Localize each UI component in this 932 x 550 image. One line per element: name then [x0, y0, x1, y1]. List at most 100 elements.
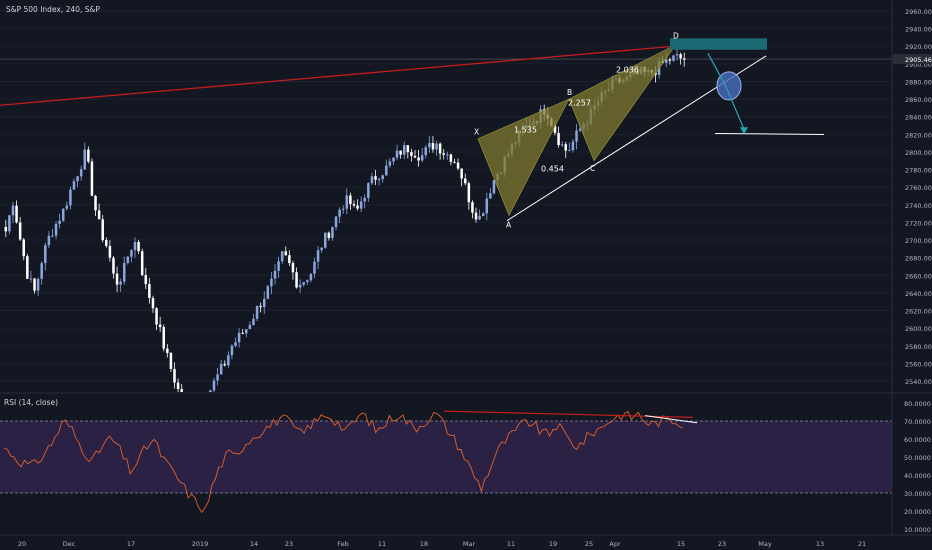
candle-body: [435, 143, 438, 150]
candle-body: [97, 210, 101, 220]
candle-body: [560, 144, 564, 146]
rsi-tick-label: 10.0000: [904, 526, 931, 534]
candle-body: [489, 193, 492, 199]
candle-body: [456, 162, 460, 169]
time-tick-label: Feb: [337, 540, 349, 548]
candle-body: [471, 202, 474, 213]
time-tick-label: May: [758, 540, 772, 548]
rsi-line: [3, 410, 683, 514]
candle-body: [4, 226, 8, 232]
rsi-title: RSI (14, close): [4, 398, 58, 407]
price-tick-label: 2940.00: [905, 26, 932, 34]
candle-body: [133, 241, 137, 251]
rsi-tick-label: 80.0000: [904, 400, 931, 408]
candle-body: [467, 183, 471, 203]
candle-body: [36, 278, 40, 291]
candle-body: [223, 364, 227, 366]
time-tick-label: 20: [18, 540, 26, 548]
candle-body: [140, 251, 144, 276]
candle-body: [273, 270, 277, 279]
candle-body: [320, 247, 323, 251]
candle-body: [83, 149, 87, 170]
last-price-tag: [893, 54, 932, 65]
price-axis: 2960.00 2940.00 2920.00 2900.00 2880.00 2860.…: [893, 8, 932, 386]
time-tick-label: 18: [420, 540, 428, 548]
time-tick-label: 21: [858, 540, 866, 548]
time-tick-label: Apr: [609, 540, 621, 548]
pattern-point-c: C: [590, 164, 595, 173]
time-tick-label: 13: [816, 540, 824, 548]
candle-body: [374, 176, 377, 180]
rsi-tick-label: 50.0000: [904, 454, 931, 462]
candle-body: [58, 220, 61, 224]
candle-body: [349, 195, 352, 205]
time-axis: 20 Dec 17 2019 14 23 Feb 11 18 Mar 11 19 25 Apr 15 23 Ma…: [18, 540, 866, 548]
candle-body: [176, 382, 180, 389]
pattern-triangle-xab: [477, 98, 570, 217]
candle-body: [79, 169, 83, 177]
candle-body: [309, 273, 313, 281]
time-tick-label: 23: [285, 540, 293, 548]
price-tick-label: 2800.00: [905, 149, 932, 157]
candle-body: [130, 250, 133, 257]
candle-body: [385, 165, 388, 176]
candle-body: [295, 272, 298, 288]
candle-body: [291, 263, 295, 273]
rsi-band: [0, 421, 892, 493]
time-tick-label: 11: [378, 540, 386, 548]
candle-body: [492, 180, 496, 194]
candle-body: [137, 241, 140, 252]
candle-body: [446, 154, 449, 156]
candle-body: [568, 150, 571, 152]
candle-body: [15, 205, 18, 223]
price-tick-label: 2880.00: [905, 78, 932, 86]
candle-body: [413, 155, 417, 158]
candle-body: [158, 324, 162, 328]
candle-body: [284, 251, 288, 256]
candle-body: [298, 284, 302, 288]
candle-body: [331, 227, 334, 238]
candle-body: [359, 201, 363, 209]
candle-body: [65, 205, 69, 209]
candle-body: [460, 168, 463, 179]
candle-body: [578, 128, 582, 131]
price-tick-label: 2680.00: [905, 255, 932, 263]
candle-body: [259, 306, 262, 308]
candle-body: [72, 181, 76, 190]
candle-body: [395, 150, 399, 158]
candle-body: [76, 176, 79, 182]
rsi-trend-line: [644, 415, 698, 424]
candle-body: [675, 54, 679, 56]
candle-body: [90, 161, 94, 196]
candle-body: [8, 215, 11, 232]
rsi-tick-label: 30.0000: [904, 490, 931, 498]
candle-body: [241, 332, 244, 334]
price-tick-label: 2620.00: [905, 308, 932, 316]
time-tick-label: Mar: [463, 540, 476, 548]
candle-body: [173, 368, 176, 383]
price-tick-label: 2920.00: [905, 43, 932, 51]
candle-body: [227, 355, 230, 366]
time-tick-label: 19: [549, 540, 557, 548]
candle-body: [270, 278, 273, 287]
candle-body: [122, 263, 126, 282]
candle-body: [255, 306, 259, 319]
price-tick-label: 2760.00: [905, 184, 932, 192]
price-tick-label: 2820.00: [905, 131, 932, 139]
price-tick-label: 2580.00: [905, 343, 932, 351]
candle-body: [144, 275, 148, 285]
time-tick-label: 2019: [192, 540, 209, 548]
candle-body: [431, 143, 435, 150]
pattern-point-d: D: [673, 31, 679, 40]
time-tick-label: 23: [718, 540, 726, 548]
price-tick-label: 2900.00: [905, 61, 932, 69]
candle-body: [266, 286, 270, 299]
candle-body: [485, 198, 489, 214]
time-tick-label: 14: [250, 540, 258, 548]
pattern-ratio-label: 1.535: [514, 126, 537, 135]
candle-body: [166, 348, 169, 353]
rsi-axis: 80.0000 70.0000 60.0000 50.0000 40.0000 30.00…: [904, 400, 931, 534]
time-tick-label: Dec: [63, 540, 76, 548]
candle-body: [306, 280, 309, 283]
price-tick-label: 2660.00: [905, 272, 932, 280]
